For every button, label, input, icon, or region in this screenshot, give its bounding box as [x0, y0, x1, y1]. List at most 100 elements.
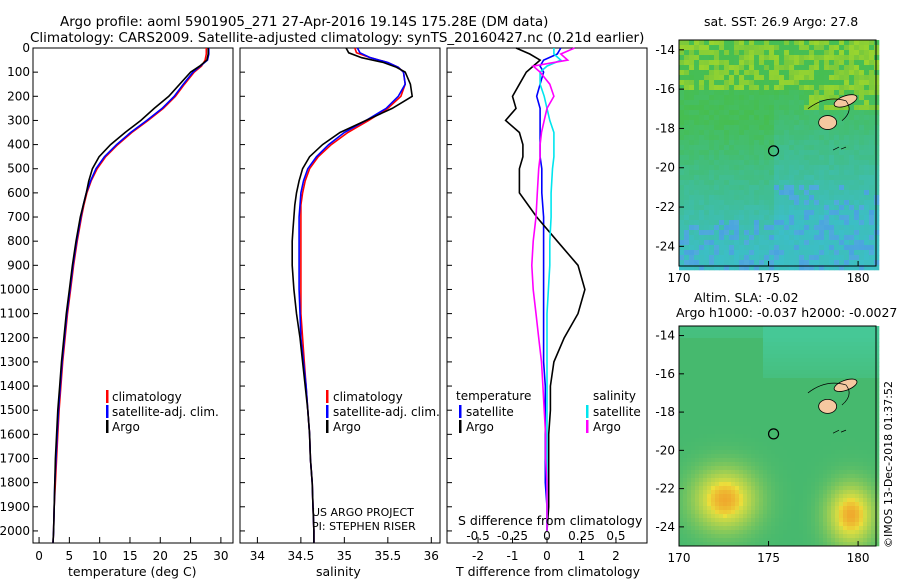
map-pixel [755, 338, 760, 343]
map-pixel [814, 200, 820, 206]
map-pixel [819, 482, 824, 487]
map-pixel [835, 346, 840, 351]
map-pixel [803, 446, 808, 451]
map-pixel [871, 398, 876, 403]
map-pixel [787, 518, 792, 523]
map-pixel [787, 438, 792, 443]
map-pixel [779, 80, 785, 86]
map-pixel [794, 140, 800, 146]
map-pixel [827, 386, 832, 391]
map-pixel [824, 225, 830, 231]
map-pixel [719, 210, 725, 216]
map-pixel [819, 80, 825, 86]
map-pixel [689, 140, 695, 146]
map-pixel [784, 245, 790, 251]
map-pixel [683, 378, 688, 383]
map-pixel [811, 334, 816, 339]
map-pixel [707, 530, 712, 535]
map-pixel [774, 260, 780, 266]
map-pixel [691, 342, 696, 347]
map-pixel [855, 478, 860, 483]
map-pixel [749, 110, 755, 116]
map-pixel [739, 80, 745, 86]
map-pixel [807, 486, 812, 491]
map-pixel [759, 442, 764, 447]
map-pixel [767, 414, 772, 419]
map-pixel [749, 105, 755, 111]
map-pixel [714, 230, 720, 236]
map-pixel [815, 342, 820, 347]
map-pixel [687, 350, 692, 355]
map-pixel [787, 526, 792, 531]
map-pixel [719, 50, 725, 56]
map-pixel [689, 45, 695, 51]
map-pixel [755, 466, 760, 471]
map-pixel [844, 165, 850, 171]
map-pixel [834, 225, 840, 231]
map-pixel [699, 402, 704, 407]
map-pixel [707, 482, 712, 487]
map-pixel [799, 175, 805, 181]
map-pixel [774, 240, 780, 246]
map-pixel [699, 414, 704, 419]
map-pixel [827, 414, 832, 419]
map-pixel [684, 125, 690, 131]
map-pixel [749, 200, 755, 206]
map-pixel [864, 135, 870, 141]
map-pixel [731, 350, 736, 355]
depth-tick-label: 1900 [0, 500, 30, 514]
map-pixel [784, 150, 790, 156]
map-pixel [819, 110, 825, 116]
map-pixel [744, 175, 750, 181]
map-pixel [775, 474, 780, 479]
map-pixel [774, 200, 780, 206]
map-pixel [839, 135, 845, 141]
map-pixel [859, 205, 865, 211]
map-pixel [735, 374, 740, 379]
map-pixel [783, 398, 788, 403]
map-pixel [769, 160, 775, 166]
map-pixel [707, 350, 712, 355]
map-pixel [835, 486, 840, 491]
map-pixel [851, 394, 856, 399]
map-pixel [827, 362, 832, 367]
map-pixel [679, 150, 685, 156]
map-pixel [819, 378, 824, 383]
map-pixel [839, 530, 844, 535]
map-pixel [729, 40, 735, 46]
map-pixel [755, 390, 760, 395]
map-pixel [783, 350, 788, 355]
map-pixel [839, 494, 844, 499]
map-pixel [815, 434, 820, 439]
map-pixel [687, 454, 692, 459]
map-pixel [734, 90, 740, 96]
map-pixel [863, 510, 868, 515]
map-pixel [775, 382, 780, 387]
map-pixel [779, 514, 784, 519]
map-pixel [704, 120, 710, 126]
map-pixel [699, 382, 704, 387]
map-pixel [847, 370, 852, 375]
map-pixel [867, 446, 872, 451]
map-pixel [729, 240, 735, 246]
map-pixel [735, 330, 740, 335]
map-pixel [783, 394, 788, 399]
map-pixel [804, 40, 810, 46]
map-pixel [759, 342, 764, 347]
map-pixel [739, 478, 744, 483]
map-pixel [835, 330, 840, 335]
map-pixel [807, 466, 812, 471]
map-pixel [763, 326, 768, 331]
map-pixel [731, 478, 736, 483]
map-pixel [699, 494, 704, 499]
map-pixel [763, 438, 768, 443]
map-pixel [695, 382, 700, 387]
map-pixel [864, 155, 870, 161]
map-pixel [859, 105, 865, 111]
map-pixel [835, 414, 840, 419]
map-pixel [814, 115, 820, 121]
map-pixel [863, 478, 868, 483]
map-pixel [715, 338, 720, 343]
map-pixel [864, 175, 870, 181]
map-pixel [839, 506, 844, 511]
